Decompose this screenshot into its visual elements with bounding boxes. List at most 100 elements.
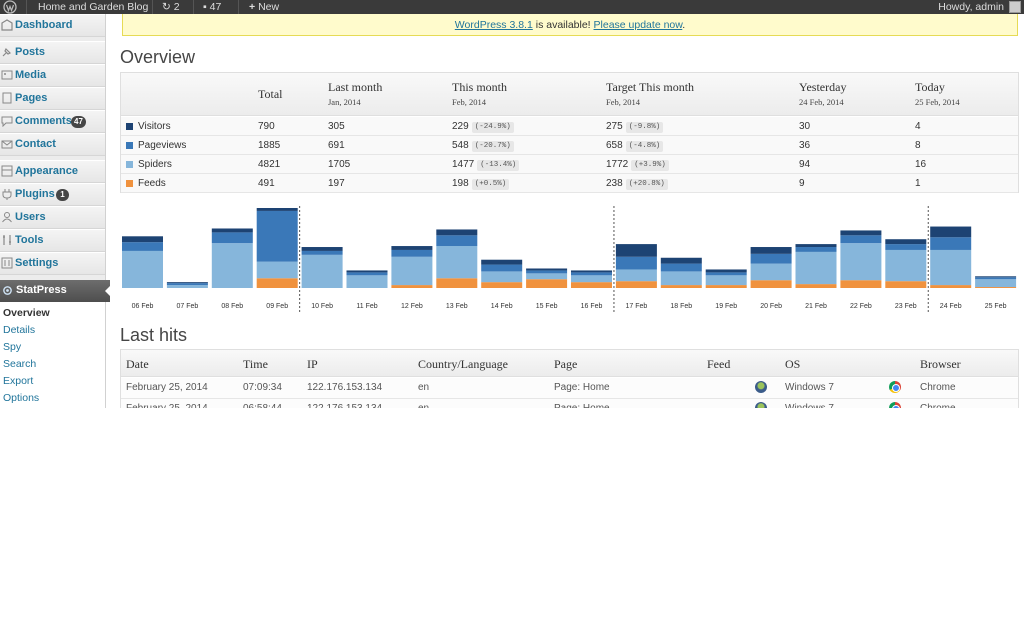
x-tick-label: 11 Feb xyxy=(356,303,377,310)
menu-label: Tools xyxy=(15,234,44,246)
bar-segment-pageviews xyxy=(391,249,433,257)
bar-segment-visitors xyxy=(166,282,208,284)
x-tick-label: 16 Feb xyxy=(581,303,603,310)
bar-segment-pageviews xyxy=(975,277,1017,280)
menu-tools[interactable]: Tools xyxy=(0,229,105,252)
avatar[interactable] xyxy=(1009,1,1021,13)
new-content-link[interactable]: + New xyxy=(249,0,279,14)
site-name-link[interactable]: Home and Garden Blog xyxy=(38,1,149,13)
row-label: Feeds xyxy=(138,178,166,189)
bar-segment-spiders xyxy=(346,275,388,288)
row-label: Visitors xyxy=(138,121,171,132)
series-color-swatch xyxy=(126,161,133,168)
comments-link[interactable]: ▪ 47 xyxy=(203,0,221,14)
menu-label: StatPress xyxy=(16,284,67,296)
menu-dashboard[interactable]: Dashboard xyxy=(0,14,105,37)
chrome-icon xyxy=(889,381,901,393)
bar-segment-pageviews xyxy=(885,244,927,250)
hit-date: February 25, 2014 xyxy=(126,403,208,408)
bar-segment-visitors xyxy=(705,269,747,273)
series-color-swatch xyxy=(126,180,133,187)
menu-label: Appearance xyxy=(15,165,78,177)
menu-contact[interactable]: Contact xyxy=(0,133,105,156)
x-tick-label: 22 Feb xyxy=(850,303,872,310)
bar-segment-feeds xyxy=(481,282,523,288)
menu-users[interactable]: Users xyxy=(0,206,105,229)
windows-icon xyxy=(755,402,767,408)
updates-link[interactable]: ↻ 2 xyxy=(162,0,180,14)
this-month-delta: (-20.7%) xyxy=(471,141,514,152)
submenu-details[interactable]: Details xyxy=(3,324,36,336)
comments-count: 47 xyxy=(209,1,222,13)
last-hits-title: Last hits xyxy=(120,325,188,345)
menu-label: Plugins xyxy=(15,188,55,200)
menu-plugins[interactable]: Plugins 1 xyxy=(0,183,105,206)
bar-segment-spiders xyxy=(166,285,208,288)
bar-segment-feeds xyxy=(436,278,478,288)
bar-segment-spiders xyxy=(930,249,972,286)
yesterday-value: 94 xyxy=(799,159,811,170)
target-value: 658 xyxy=(606,140,623,151)
total-value: 4821 xyxy=(258,159,281,170)
col-date: Date xyxy=(126,357,149,371)
current-menu-arrow xyxy=(105,285,111,297)
menu-media[interactable]: Media xyxy=(0,64,105,87)
this-month-value: 229 xyxy=(452,121,469,132)
bar-segment-spiders xyxy=(660,271,702,286)
row-label: Pageviews xyxy=(138,140,187,151)
bar-segment-spiders xyxy=(211,243,253,288)
menu-comments[interactable]: Comments 47 xyxy=(0,110,105,133)
bar-segment-spiders xyxy=(122,250,163,288)
menu-statpress[interactable]: StatPress xyxy=(0,280,111,302)
bar-segment-spiders xyxy=(571,275,612,283)
wordpress-logo-icon[interactable] xyxy=(3,0,17,14)
bar-segment-visitors xyxy=(256,208,298,211)
x-tick-label: 09 Feb xyxy=(266,303,288,310)
bar-segment-pageviews xyxy=(301,250,343,255)
col-feed: Feed xyxy=(707,357,731,371)
last-month-value: 691 xyxy=(328,140,345,151)
bar-segment-feeds xyxy=(391,285,433,288)
col-last-month-sub: Jan, 2014 xyxy=(328,97,361,107)
target-delta: (+3.9%) xyxy=(631,160,669,171)
today-value: 8 xyxy=(915,140,921,151)
update-now-link[interactable]: Please update now xyxy=(593,19,683,31)
bar-segment-feeds xyxy=(256,278,298,288)
today-value: 4 xyxy=(915,121,921,132)
bar-segment-spiders xyxy=(526,273,568,280)
wordpress-version-link[interactable]: WordPress 3.8.1 xyxy=(454,19,533,31)
hit-os: Windows 7 xyxy=(785,382,834,393)
x-tick-label: 10 Feb xyxy=(311,303,333,310)
submenu-export[interactable]: Export xyxy=(3,375,34,387)
bar-segment-spiders xyxy=(750,263,792,281)
today-value: 1 xyxy=(915,178,921,189)
target-cell: 658 (-4.8%) xyxy=(606,140,664,152)
menu-settings[interactable]: Settings xyxy=(0,252,105,275)
last-hits-header: Date Time IP Country/Language Page Feed … xyxy=(121,350,1018,377)
overview-row: Feeds 491 197 198 (+0.5%) 238 (+20.8%) 9 1 xyxy=(121,174,1018,193)
menu-pages[interactable]: Pages xyxy=(0,87,105,110)
plugins-badge: 1 xyxy=(56,189,69,201)
update-notice: WordPress 3.8.1 is available! Please upd… xyxy=(122,14,1018,36)
menu-appearance[interactable]: Appearance xyxy=(0,160,105,183)
target-value: 275 xyxy=(606,121,623,132)
submenu-options[interactable]: Options xyxy=(3,392,40,404)
menu-posts[interactable]: Posts xyxy=(0,41,105,64)
bar-segment-visitors xyxy=(346,270,388,273)
bar-segment-pageviews xyxy=(481,264,523,272)
submenu-search[interactable]: Search xyxy=(3,358,37,370)
updates-count: 2 xyxy=(173,1,180,13)
howdy-account-link[interactable]: Howdy, admin xyxy=(938,1,1004,13)
x-tick-label: 23 Feb xyxy=(895,303,917,310)
col-today-sub: 25 Feb, 2014 xyxy=(915,97,960,107)
submenu-spy[interactable]: Spy xyxy=(3,341,22,353)
col-browser: Browser xyxy=(920,357,961,371)
bar-segment-visitors xyxy=(975,276,1017,278)
hit-language: en xyxy=(418,403,429,408)
menu-label: Media xyxy=(15,69,47,81)
target-cell: 1772 (+3.9%) xyxy=(606,159,669,171)
bar-segment-visitors xyxy=(211,228,253,233)
row-label: Spiders xyxy=(138,159,172,170)
x-tick-label: 08 Feb xyxy=(221,303,243,310)
submenu-overview[interactable]: Overview xyxy=(3,307,50,319)
